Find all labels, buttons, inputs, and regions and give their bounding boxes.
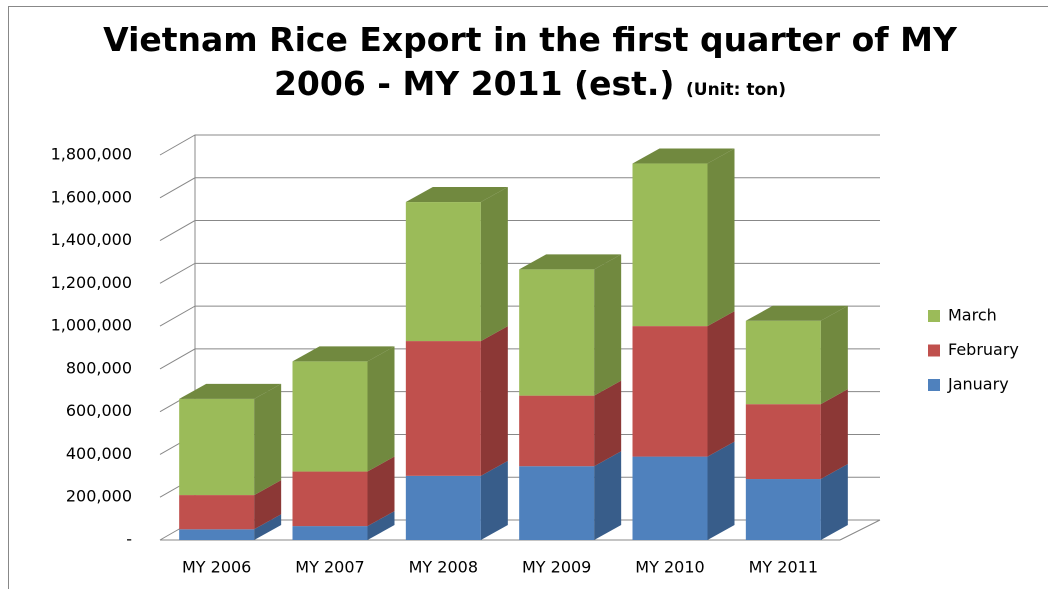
y-tick-label: 400,000 [66, 444, 132, 463]
x-tick-label: MY 2006 [182, 558, 251, 577]
bar-segment [519, 451, 622, 540]
unit-label: (Unit: ton) [686, 80, 787, 100]
bar-segment [292, 346, 395, 472]
bar-segment [405, 460, 508, 540]
y-tick-label: 1,600,000 [51, 187, 132, 206]
y-tick-label: 1,400,000 [51, 230, 132, 249]
bar-segment [292, 456, 395, 527]
bar-front [292, 526, 368, 540]
bar-front [745, 320, 821, 405]
bar-side [367, 346, 395, 472]
grid-line [159, 220, 880, 241]
bar-segment [632, 148, 735, 327]
bar-front [745, 479, 821, 540]
legend-swatch [928, 379, 940, 391]
bar-front [632, 163, 708, 327]
bar-side [480, 460, 508, 540]
bar-segment [179, 383, 282, 496]
bar-front [179, 495, 255, 530]
x-tick-label: MY 2008 [409, 558, 478, 577]
bar-front [745, 404, 821, 480]
legend-label: January [947, 375, 1009, 394]
y-tick-label: 200,000 [66, 487, 132, 506]
bar-side [254, 383, 282, 496]
bar-side [254, 480, 282, 530]
bar-top [405, 187, 508, 203]
bar-top [632, 148, 735, 164]
bar-top [745, 305, 848, 321]
bar-segment [519, 380, 622, 467]
bar-side [367, 456, 395, 527]
bar-front [405, 341, 481, 476]
x-tick-label: MY 2011 [749, 558, 818, 577]
grid-line [159, 134, 880, 156]
x-tick-label: MY 2010 [635, 558, 704, 577]
bar-top [179, 383, 282, 399]
x-tick-label: MY 2009 [522, 558, 591, 577]
bar-side [707, 441, 735, 540]
bar-front [405, 475, 481, 540]
bar-segment [745, 305, 848, 405]
bar-front [519, 395, 595, 467]
bar-side [820, 389, 848, 480]
legend-swatch [928, 344, 940, 357]
y-tick-label: - [126, 530, 132, 549]
bar-side [707, 148, 735, 327]
bar-segment [405, 187, 508, 342]
legend-swatch [928, 310, 940, 322]
bar-front [632, 326, 708, 457]
y-tick-label: 1,200,000 [51, 273, 132, 292]
y-tick-label: 1,800,000 [51, 145, 132, 164]
bar-front [519, 466, 595, 540]
bar-segment [632, 311, 735, 457]
legend-label: February [948, 340, 1019, 359]
bar-side [594, 380, 622, 467]
bar-side [594, 254, 622, 396]
bar-segment [179, 514, 282, 540]
bar-side [820, 464, 848, 540]
chart-title: Vietnam Rice Export in the first quarter… [103, 20, 957, 103]
bar-top [519, 254, 622, 270]
bar-segment [405, 326, 508, 476]
bar-front [405, 202, 481, 342]
bar-front [292, 361, 368, 472]
y-tick-label: 1,000,000 [51, 316, 132, 335]
y-tick-label: 800,000 [66, 358, 132, 377]
legend-label: March [948, 306, 997, 325]
bar-front [179, 398, 255, 496]
bar-side [254, 514, 282, 540]
grid-line [159, 177, 880, 199]
bar-side [820, 305, 848, 405]
bar-side [594, 451, 622, 540]
chart-frame [8, 6, 1048, 589]
bar-segment [745, 389, 848, 480]
bar-front [179, 529, 255, 540]
bar-segment [745, 464, 848, 540]
bar-top [292, 346, 395, 362]
bar-segment [292, 511, 395, 540]
bar-side [480, 187, 508, 342]
bar-segment [519, 254, 622, 396]
bar-segment [179, 480, 282, 530]
bar-front [632, 456, 708, 540]
bar-front [519, 269, 595, 396]
x-tick-label: MY 2007 [295, 558, 364, 577]
y-tick-label: 600,000 [66, 401, 132, 420]
bar-front [292, 471, 368, 527]
bar-side [707, 311, 735, 457]
bar-side [367, 511, 395, 540]
bar-segment [632, 441, 735, 540]
bar-side [480, 326, 508, 476]
chart-title-block: Vietnam Rice Export in the first quarter… [90, 18, 970, 112]
floor-side [839, 519, 881, 541]
